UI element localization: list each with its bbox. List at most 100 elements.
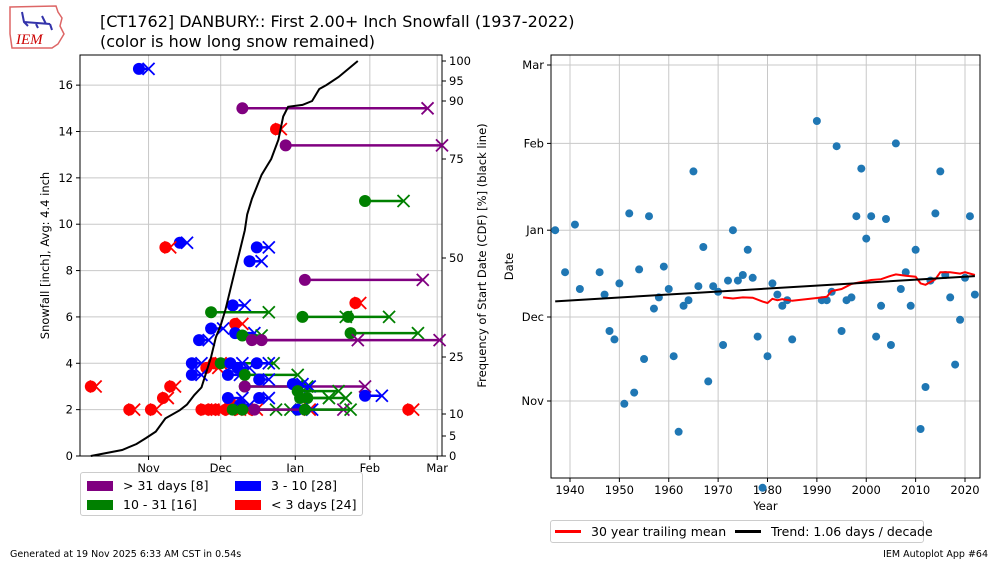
year-start-point (635, 265, 644, 274)
event-start-marker (226, 299, 239, 312)
year-start-point (852, 212, 861, 221)
year-start-point (891, 139, 900, 148)
event-start-marker (185, 357, 198, 370)
x-tick-label: 1980 (753, 483, 782, 497)
year-start-point (768, 279, 777, 288)
event-end-marker (262, 372, 276, 387)
event-start-marker (221, 392, 234, 405)
year-start-point (600, 290, 609, 299)
legend-swatch-purple (87, 480, 113, 491)
year-start-point (837, 327, 846, 335)
event-end-marker (262, 305, 276, 319)
x-tick-label: Dec (210, 461, 232, 475)
year-start-point (921, 383, 930, 391)
x-tick-label: 1960 (654, 483, 683, 497)
event-start-marker (236, 403, 249, 416)
y-tick-label: Nov (522, 394, 545, 408)
x-axis-label: Year (752, 499, 778, 513)
y2-tick-label: 25 (449, 350, 464, 364)
x-tick-label: 1950 (605, 483, 634, 497)
event-start-marker (296, 310, 309, 323)
event-end-marker (88, 379, 103, 394)
year-start-point (882, 215, 890, 223)
year-start-point (625, 209, 634, 218)
event-end-marker (163, 240, 177, 255)
event-end-marker (254, 254, 269, 268)
year-start-point (832, 142, 841, 151)
legend-label: < 3 days [24] (271, 497, 357, 512)
snow-event-gt31 (279, 138, 449, 153)
event-end-marker (262, 356, 276, 370)
event-end-marker (435, 138, 449, 153)
event-end-marker (216, 321, 230, 336)
year-start-point (906, 301, 915, 310)
snow-event-lt3 (402, 403, 420, 417)
event-end-marker (339, 391, 353, 405)
event-end-marker (411, 326, 425, 340)
event-end-marker (141, 62, 156, 76)
legend-swatch-blue (235, 480, 261, 491)
y-tick-label: 10 (58, 217, 73, 231)
event-end-marker (406, 403, 420, 417)
event-start-marker (253, 373, 266, 386)
right-chart-start-date: 1940 1950 1960 1970 1980 1990 2000 2010 2020 Nov D… (502, 54, 981, 513)
year-start-point (911, 245, 920, 254)
event-start-marker (248, 403, 261, 416)
y-tick-label: 0 (66, 449, 73, 463)
year-start-point (896, 285, 905, 293)
year-start-point (862, 234, 871, 243)
event-start-marker (238, 380, 251, 393)
year-start-point (965, 212, 974, 221)
x-tick-label: Mar (426, 461, 448, 475)
x-tick-label: 2000 (852, 483, 881, 497)
snow-event-3to10 (253, 372, 276, 387)
legend-label: 3 - 10 [28] (271, 478, 337, 493)
event-end-marker (420, 101, 435, 115)
event-end-marker (194, 368, 209, 382)
event-start-marker (301, 392, 314, 405)
event-end-marker (202, 333, 216, 347)
event-start-marker (205, 322, 218, 335)
year-start-point (704, 377, 713, 386)
year-start-point (931, 209, 940, 218)
event-start-marker (236, 329, 249, 342)
x-tick-label: 2020 (950, 483, 979, 497)
snow-event-3to10 (359, 389, 389, 403)
y2-tick-label: 75 (449, 152, 464, 166)
generated-timestamp: Generated at 19 Nov 2025 6:33 AM CST in … (10, 549, 242, 560)
event-end-marker (180, 236, 194, 250)
snow-event-3to10 (132, 62, 156, 76)
event-start-marker (250, 241, 263, 254)
year-start-point (649, 304, 658, 313)
event-start-marker (132, 62, 145, 75)
legend-line-black (735, 530, 761, 533)
y-tick-label: Jan (525, 223, 544, 237)
snow-event-3to10 (193, 333, 216, 347)
year-start-point (679, 301, 688, 310)
year-start-point (694, 282, 703, 291)
y-tick-label: 8 (66, 264, 73, 278)
event-end-marker (238, 298, 252, 312)
y-axis-label: Date (502, 253, 516, 281)
snow-event-lt3 (229, 317, 249, 331)
event-start-marker (359, 389, 372, 402)
legend-swatch-green (87, 499, 113, 510)
event-end-marker (266, 356, 281, 370)
y-tick-label: 4 (66, 356, 73, 370)
chart-title: [CT1762] DANBURY:: First 2.00+ Inch Snow… (100, 12, 575, 31)
year-start-point (728, 226, 737, 235)
event-start-marker (205, 306, 218, 319)
legend-label: > 31 days [8] (123, 478, 209, 493)
year-start-point (936, 167, 945, 176)
plot-frame (550, 54, 981, 479)
event-start-marker (359, 195, 372, 208)
event-end-marker (168, 379, 182, 394)
y2-axis-label: Frequency of Start Date (CDF) [%] (black… (475, 123, 489, 387)
trend-line (555, 275, 975, 303)
event-end-marker (262, 391, 276, 405)
event-start-marker (238, 368, 251, 381)
snow-event-3to10 (173, 236, 194, 250)
snow-event-3to10 (250, 240, 276, 255)
y-tick-label: 2 (66, 403, 73, 417)
